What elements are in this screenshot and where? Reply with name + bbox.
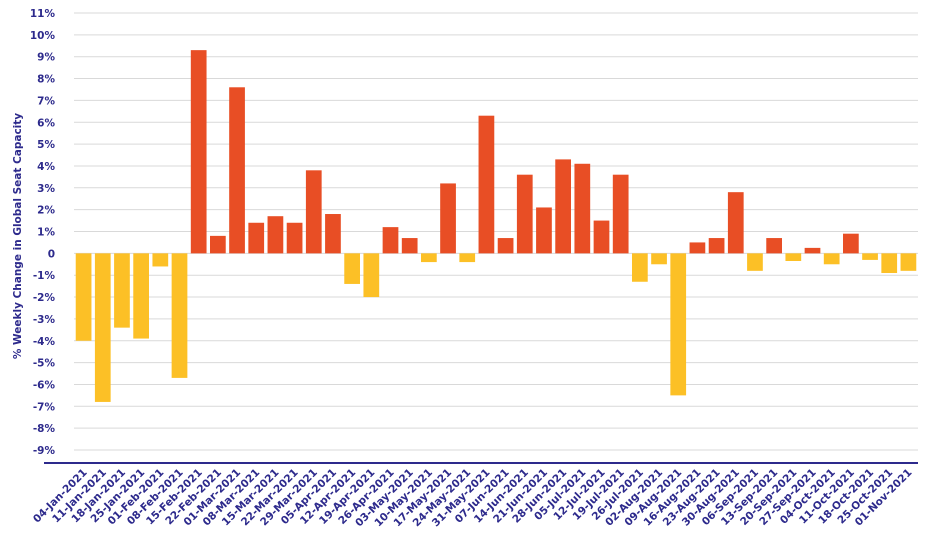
- bar-09-Aug-2021: [670, 253, 687, 396]
- bar-04-Jan-2021: [75, 253, 92, 341]
- bar-01-Feb-2021: [152, 253, 169, 267]
- bar-31-May-2021: [478, 115, 495, 254]
- gridlines: [74, 12, 918, 451]
- y-tick-label: 4%: [37, 161, 55, 173]
- y-tick-label: -6%: [33, 379, 56, 391]
- bar-14-Jun-2021: [516, 174, 533, 254]
- y-tick-label: 7%: [37, 95, 55, 107]
- y-tick-label: 10%: [30, 30, 56, 42]
- bar-11-Jan-2021: [94, 253, 111, 402]
- bar-23-Aug-2021: [708, 238, 725, 254]
- y-tick-label: -3%: [33, 314, 56, 326]
- bar-06-Sep-2021: [747, 253, 763, 271]
- bar-12-Jul-2021: [593, 220, 610, 254]
- bar-25-Jan-2021: [133, 253, 150, 339]
- y-tick-label: -2%: [33, 292, 56, 304]
- y-tick-label: -1%: [33, 270, 56, 282]
- bar-18-Oct-2021: [862, 253, 878, 260]
- bar-22-Mar-2021: [286, 222, 303, 254]
- bar-01-Nov-2021: [900, 253, 917, 271]
- y-tick-label: -7%: [33, 401, 56, 413]
- y-tick-label: -9%: [33, 445, 56, 457]
- bar-22-Feb-2021: [209, 235, 226, 254]
- bars: [75, 50, 917, 402]
- bar-18-Jan-2021: [114, 253, 130, 328]
- y-tick-label: 5%: [37, 139, 55, 151]
- y-tick-label: 3%: [37, 183, 55, 195]
- x-tick-labels: 04-Jan-202111-Jan-202118-Jan-202125-Jan-…: [31, 467, 915, 530]
- y-tick-labels: 11% 10% 9% 8% 7% 6% 5% 4% 3% 2% 1% 0 -1% -2% -3% -4% -5%…: [30, 8, 56, 457]
- bar-15-Feb-2021: [190, 50, 207, 254]
- bar-03-May-2021: [401, 238, 418, 254]
- bar-10-May-2021: [420, 253, 437, 263]
- bar-20-Sep-2021: [785, 253, 802, 261]
- bar-28-Jun-2021: [555, 159, 572, 254]
- y-axis-label: % Weekly Change in Global Seat Capacity: [12, 113, 24, 359]
- bar-24-May-2021: [459, 253, 476, 263]
- bar-21-Jun-2021: [536, 207, 552, 254]
- y-tick-label: 6%: [37, 117, 55, 129]
- y-tick-label: 9%: [37, 52, 55, 64]
- y-tick-label: -5%: [33, 358, 56, 370]
- bar-05-Apr-2021: [325, 214, 341, 254]
- bar-25-Oct-2021: [881, 253, 898, 274]
- y-tick-label: 11%: [30, 8, 56, 20]
- bar-12-Apr-2021: [344, 253, 361, 284]
- bar-08-Mar-2021: [248, 222, 265, 254]
- bar-05-Jul-2021: [574, 163, 591, 254]
- bar-11-Oct-2021: [842, 233, 859, 254]
- bar-19-Jul-2021: [612, 174, 629, 254]
- bar-29-Mar-2021: [305, 170, 322, 254]
- bar-26-Jul-2021: [631, 253, 648, 282]
- y-tick-label: 2%: [37, 205, 55, 217]
- bar-02-Aug-2021: [651, 253, 667, 265]
- y-tick-label: -4%: [33, 336, 56, 348]
- y-tick-label: 8%: [37, 74, 55, 86]
- y-tick-label: 0: [48, 248, 55, 260]
- y-tick-label: -8%: [33, 423, 56, 435]
- bar-27-Sep-2021: [804, 247, 821, 254]
- bar-07-Jun-2021: [497, 238, 514, 254]
- bar-26-Apr-2021: [382, 227, 399, 254]
- bar-17-May-2021: [440, 183, 456, 254]
- bar-15-Mar-2021: [267, 216, 284, 254]
- bar-08-Feb-2021: [171, 253, 188, 378]
- bar-19-Apr-2021: [363, 253, 380, 298]
- bar-30-Aug-2021: [727, 192, 744, 254]
- y-tick-label: 1%: [37, 227, 55, 239]
- bar-16-Aug-2021: [689, 242, 706, 254]
- bar-04-Oct-2021: [823, 253, 840, 265]
- bar-13-Sep-2021: [766, 238, 783, 254]
- bar-01-Mar-2021: [229, 87, 245, 254]
